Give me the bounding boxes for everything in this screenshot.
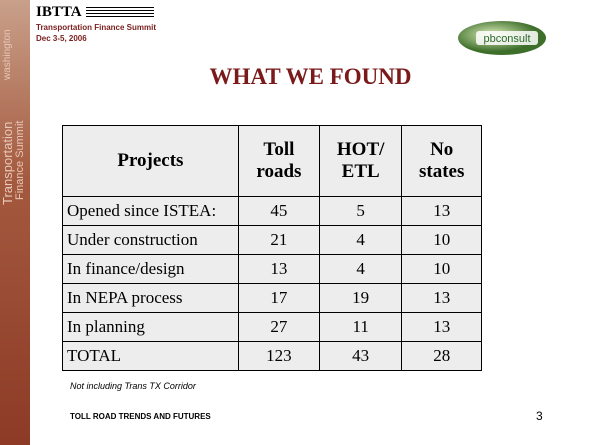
event-dates: Dec 3-5, 2006 [36,34,87,43]
cell-label: In finance/design [62,254,239,284]
event-name: Transportation Finance Summit [36,23,157,32]
cell-label: Opened since ISTEA: [62,196,239,226]
cell-number: 10 [401,254,482,284]
row: Opened since ISTEA: 45 5 13 [62,196,482,226]
cell-number: 17 [237,283,320,313]
cell-number: 45 [237,196,320,226]
note: Not including Trans TX Corridor [70,381,196,391]
sidebar-line2: Finance Summit [14,120,26,200]
cell-number: 4 [318,254,403,284]
table: Projects Toll roads HOT/ ETL No states Open… [62,125,482,371]
cell-number: 13 [401,283,482,313]
cell-label: TOTAL [62,341,239,371]
logo: pbconsult [458,21,546,55]
slide-title: WHAT WE FOUND [209,64,412,89]
column-header: HOT/ ETL [318,125,403,197]
cell-label: Under construction [62,225,239,255]
cell-number: 11 [318,312,403,342]
cell-label: In NEPA process [62,283,239,313]
cell-number: 10 [401,225,482,255]
column-header: No states [401,125,482,197]
row: In finance/design 13 4 10 [62,254,482,284]
header-row: Projects Toll roads HOT/ ETL No states [62,125,482,197]
sidebar-line1: Transportation [0,121,15,205]
column-header: Toll roads [237,125,320,197]
row: In planning 27 11 13 [62,312,482,342]
org-stripes [86,7,154,19]
cell-number: 4 [318,225,403,255]
org-name: IBTTA [36,4,82,20]
footer-text: TOLL ROAD TRENDS AND FUTURES [70,412,211,421]
cell-number: 13 [237,254,320,284]
row: In NEPA process 17 19 13 [62,283,482,313]
logo-text: pbconsult [483,33,530,45]
cell-number: 27 [237,312,320,342]
page-number: 3 [536,409,543,423]
cell-number: 28 [401,341,482,371]
row: Under construction 21 4 10 [62,225,482,255]
cell-number: 123 [237,341,320,371]
cell-label: In planning [62,312,239,342]
cell-number: 5 [318,196,403,226]
cell-number: 43 [318,341,403,371]
cell-number: 13 [401,312,482,342]
cell-number: 13 [401,196,482,226]
column-header: Projects [62,125,239,197]
row: TOTAL 123 43 28 [62,341,482,371]
cell-number: 19 [318,283,403,313]
cell-number: 21 [237,225,320,255]
sidebar: washington Transportation Finance Summit [0,0,30,445]
